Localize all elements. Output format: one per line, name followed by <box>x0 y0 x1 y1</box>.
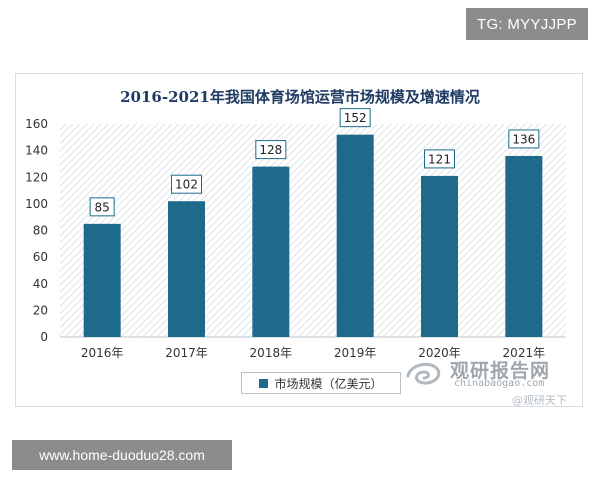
x-tick-label: 2019年 <box>334 346 377 360</box>
legend-swatch <box>259 378 269 388</box>
data-label-box <box>255 140 287 160</box>
chart-title: 2016-2021年我国体育场馆运营市场规模及增速情况 <box>120 88 480 106</box>
x-tick-label: 2018年 <box>250 346 293 360</box>
y-tick-label: 20 <box>33 303 48 317</box>
x-tick-label: 2016年 <box>81 346 124 360</box>
x-tick-label: 2021年 <box>503 346 546 360</box>
y-tick-label: 40 <box>33 277 48 291</box>
y-tick-label: 140 <box>25 144 48 158</box>
data-label: 121 <box>428 152 451 166</box>
y-tick-label: 60 <box>33 250 48 264</box>
bar <box>421 175 458 337</box>
y-tick-label: 80 <box>33 224 48 238</box>
watermark-logo: 观研报告网 chinabaogao.com <box>404 356 576 390</box>
data-label: 102 <box>175 178 198 192</box>
watermark-weibo: @观研天下 <box>512 394 567 407</box>
bar <box>168 201 205 337</box>
data-label-box <box>89 197 115 217</box>
x-tick-label: 2017年 <box>165 346 208 360</box>
url-badge: www.home-duoduo28.com <box>12 440 232 470</box>
bar <box>336 134 374 337</box>
bar-chart: 0 20 40 60 80 100 120 140 160 85 2016年 102 2017年 128 2… <box>25 108 566 360</box>
data-label: 152 <box>344 111 367 125</box>
plot-background <box>60 124 566 337</box>
bar <box>252 166 290 337</box>
y-tick-label: 120 <box>25 170 48 184</box>
data-label: 136 <box>512 132 535 146</box>
data-label-box <box>339 108 371 128</box>
watermark-swirl-icon <box>406 362 441 385</box>
watermark-site-url: chinabaogao.com <box>454 378 545 389</box>
chart-card: 2016-2021年我国体育场馆运营市场规模及增速情况 0 20 40 60 80 100… <box>15 73 583 407</box>
y-tick-label: 100 <box>25 197 48 211</box>
y-tick-label: 160 <box>25 117 48 131</box>
data-label-box <box>171 174 202 194</box>
data-label-box <box>424 149 455 169</box>
x-tick-label: 2020年 <box>418 346 461 360</box>
legend-label: 市场规模（亿美元） <box>274 376 383 391</box>
data-label: 85 <box>95 200 110 214</box>
bar <box>505 155 543 337</box>
bar <box>83 223 121 337</box>
tg-badge: TG: MYYJJPP <box>466 8 588 40</box>
data-label-box <box>508 129 540 149</box>
y-tick-label: 0 <box>40 330 48 344</box>
data-label: 128 <box>259 143 282 157</box>
watermark-site-name: 观研报告网 <box>450 360 551 382</box>
legend: 市场规模（亿美元） <box>241 372 401 394</box>
